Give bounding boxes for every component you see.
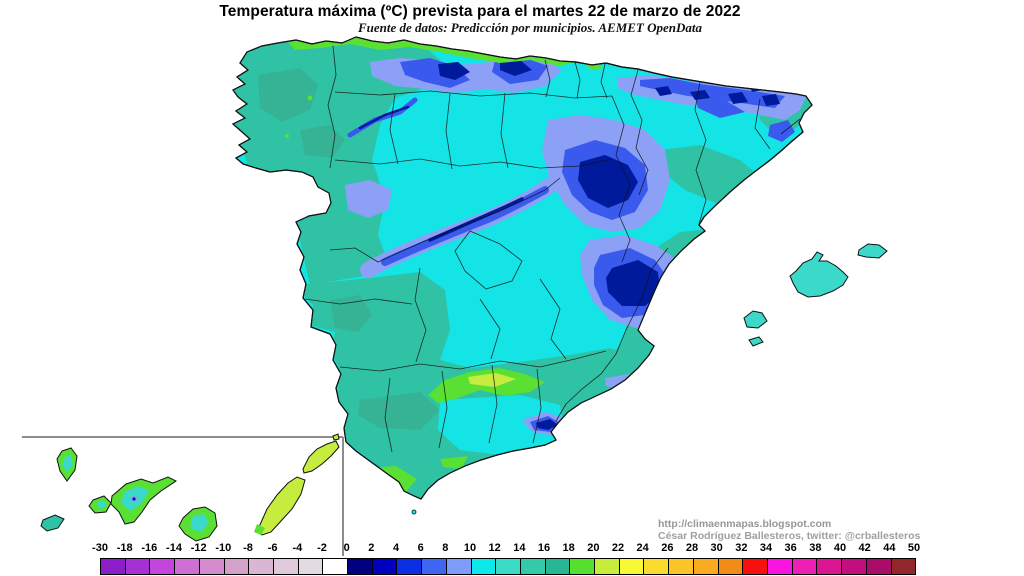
- legend-cell: [224, 559, 250, 574]
- legend-cell: [693, 559, 719, 574]
- legend-cell: [595, 559, 620, 574]
- legend-cell: [545, 559, 571, 574]
- temp-field-dark-teal: [258, 68, 440, 430]
- legend-cell: [175, 559, 200, 574]
- balearic-islands: [743, 243, 888, 347]
- legend-cell: [644, 559, 670, 574]
- legend-label: -18: [116, 542, 133, 554]
- temp-field-yellow-green: [468, 373, 516, 387]
- legend-cell: [397, 559, 423, 574]
- temp-field-cyan-patch: [438, 395, 565, 455]
- legend-color-bar: [100, 558, 916, 575]
- legend-label: -4: [292, 542, 303, 554]
- legend-label: -8: [243, 542, 253, 554]
- legend-label: 24: [636, 542, 649, 554]
- legend-label: 12: [488, 542, 501, 554]
- legend-cell: [446, 559, 472, 574]
- island-formentera: [748, 336, 764, 347]
- temp-field-navy: [358, 60, 780, 430]
- legend-label: -6: [267, 542, 278, 554]
- legend-label: 30: [710, 542, 723, 554]
- legend-labels: -30 -18 -16 -14 -12 -10 -8 -6 -4 -2 0 2 4 6 8 10 12 14 16 1…: [92, 542, 920, 555]
- legend-label: 34: [759, 542, 773, 554]
- attribution-author: César Rodríguez Ballesteros, twitter: @c…: [658, 529, 921, 542]
- legend-cell: [101, 559, 126, 574]
- legend-label: 18: [562, 542, 575, 554]
- legend-label: 26: [661, 542, 674, 554]
- legend-cell: [817, 559, 843, 574]
- province-borders: [304, 45, 801, 453]
- legend-label: 16: [537, 542, 551, 554]
- island-mallorca: [789, 251, 849, 298]
- legend-cell: [199, 559, 225, 574]
- legend-cell: [422, 559, 447, 574]
- island-la-graciosa: [332, 433, 340, 441]
- legend-label: 20: [587, 542, 600, 554]
- legend-label: 22: [611, 542, 625, 554]
- legend-label: -16: [141, 542, 158, 554]
- legend-label: 44: [883, 542, 896, 554]
- legend-label: -30: [92, 542, 108, 554]
- legend-label: 10: [463, 542, 477, 554]
- legend-label: 14: [513, 542, 526, 554]
- page-subtitle: Fuente de datos: Predicción por municipi…: [357, 20, 703, 35]
- legend-label: 28: [685, 542, 699, 554]
- legend-label: 50: [907, 542, 921, 554]
- island-lanzarote: [302, 440, 340, 474]
- island-menorca: [857, 243, 888, 259]
- legend-cell: [743, 559, 768, 574]
- legend-cell: [669, 559, 694, 574]
- island-el-hierro: [40, 514, 65, 532]
- legend-cell: [718, 559, 744, 574]
- legend-label: 6: [417, 542, 424, 554]
- legend-cell: [792, 559, 818, 574]
- legend-cell: [891, 559, 916, 574]
- island-ibiza: [743, 310, 768, 329]
- legend-cell: [520, 559, 546, 574]
- peninsula-outline: [231, 36, 813, 500]
- attribution-url: http://climaenmapas.blogspot.com: [658, 518, 832, 530]
- legend-label: -12: [190, 542, 207, 554]
- legend-label: 38: [809, 542, 822, 554]
- legend-cell: [273, 559, 299, 574]
- legend-label: -2: [317, 542, 327, 554]
- page-title: Temperatura máxima (ºC) prevista para el…: [219, 3, 741, 20]
- ceuta-dot: [411, 509, 417, 515]
- attribution: http://climaenmapas.blogspot.com César R…: [658, 518, 921, 542]
- legend-cell: [842, 559, 867, 574]
- legend-label: 42: [858, 542, 871, 554]
- legend-cell: [866, 559, 892, 574]
- legend-cell: [619, 559, 645, 574]
- legend-label: -10: [215, 542, 232, 554]
- legend-label: 32: [735, 542, 748, 554]
- legend-cell: [249, 559, 274, 574]
- legend-label: 0: [343, 542, 350, 554]
- legend-label: 40: [833, 542, 847, 554]
- island-fuerteventura: [255, 476, 306, 536]
- legend-cell: [150, 559, 176, 574]
- legend-label: -14: [166, 542, 182, 554]
- legend-cell: [471, 559, 497, 574]
- legend-cell: [496, 559, 521, 574]
- legend-cell: [323, 559, 349, 574]
- canary-inset: [22, 433, 344, 556]
- island-tenerife: [110, 476, 177, 525]
- legend-label: 2: [368, 542, 375, 554]
- legend-label: 36: [784, 542, 797, 554]
- legend-cell: [348, 559, 373, 574]
- legend-cell: [570, 559, 596, 574]
- legend-cell: [372, 559, 398, 574]
- legend-label: 8: [442, 542, 449, 554]
- legend-cell: [125, 559, 151, 574]
- legend-cell: [767, 559, 793, 574]
- legend-cell: [298, 559, 324, 574]
- legend-label: 4: [392, 542, 400, 554]
